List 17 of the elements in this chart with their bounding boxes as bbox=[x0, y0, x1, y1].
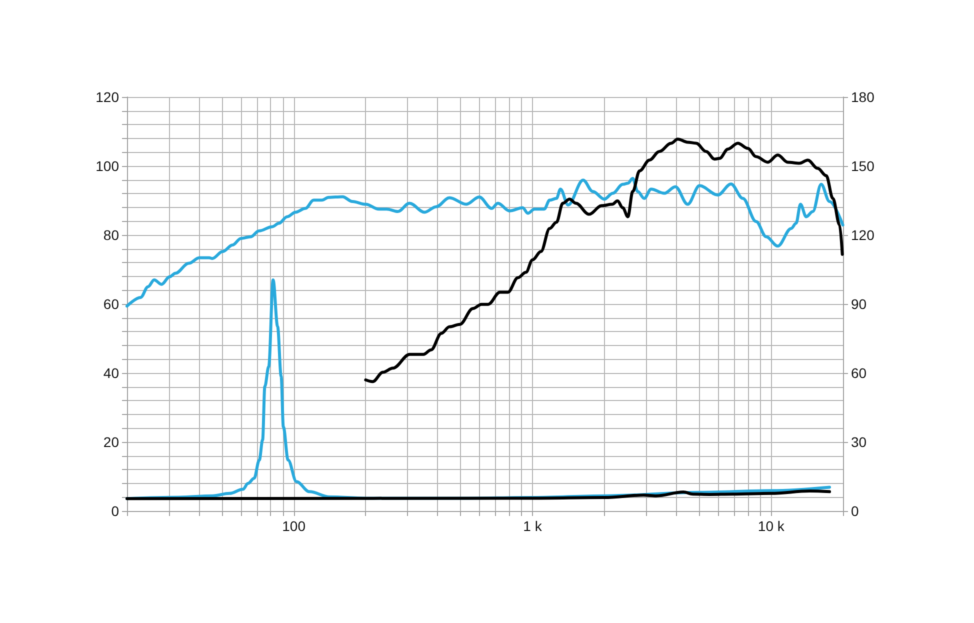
y2-tick-label: 90 bbox=[851, 296, 867, 312]
y2-tick-label: 150 bbox=[851, 158, 875, 174]
y2-tick-label: 60 bbox=[851, 365, 867, 381]
y-tick-label: 80 bbox=[103, 227, 120, 243]
y-tick-label: 40 bbox=[103, 365, 120, 381]
y-tick-label: 120 bbox=[96, 89, 120, 105]
y-tick-label: 0 bbox=[111, 503, 120, 519]
y2-tick-label: 120 bbox=[851, 227, 875, 243]
x-tick-label: 10 k bbox=[758, 518, 786, 534]
y2-tick-label: 0 bbox=[851, 503, 859, 519]
y-tick-label: 100 bbox=[96, 158, 120, 174]
x-tick-label: 1 k bbox=[523, 518, 543, 534]
y2-tick-label: 180 bbox=[851, 89, 875, 105]
y-tick-label: 20 bbox=[103, 434, 120, 450]
y2-tick-label: 30 bbox=[851, 434, 867, 450]
x-tick-label: 100 bbox=[282, 518, 306, 534]
y-tick-label: 60 bbox=[103, 296, 120, 312]
